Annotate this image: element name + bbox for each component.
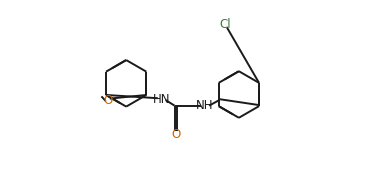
Text: NH: NH [196,99,214,112]
Text: Cl: Cl [219,18,231,31]
Text: O: O [171,128,180,141]
Text: HN: HN [153,93,170,106]
Text: O: O [103,94,112,107]
